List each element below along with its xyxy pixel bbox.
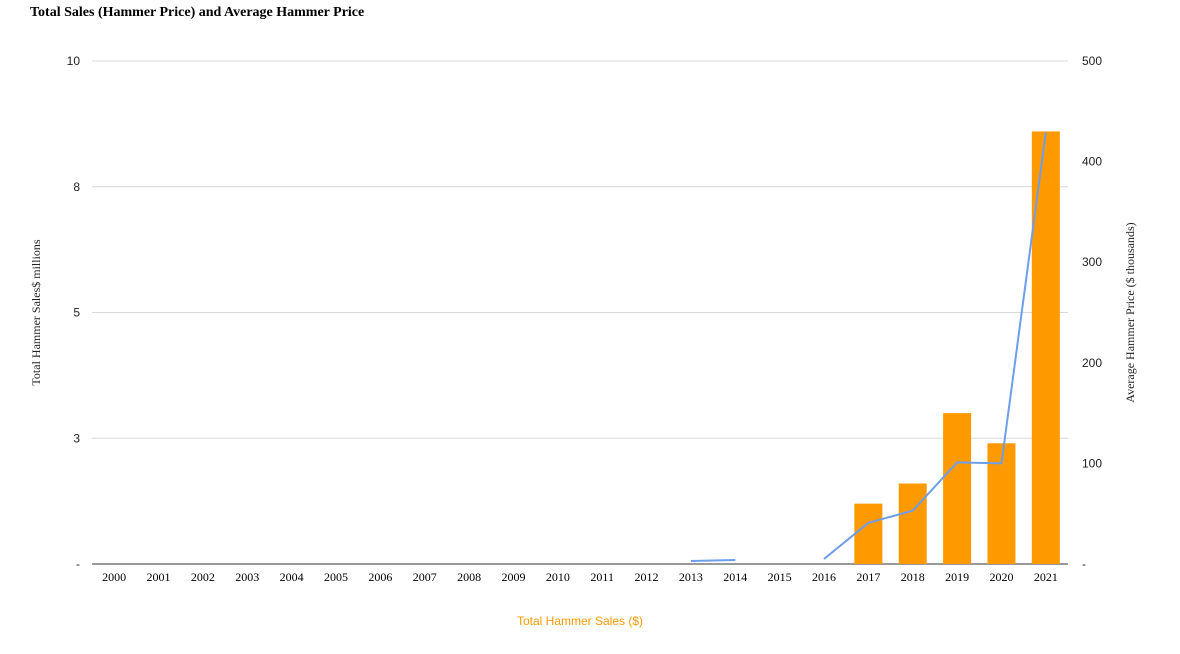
x-tick-label: 2013 <box>679 570 703 584</box>
left-axis-title: Total Hammer Sales$ millions <box>29 239 43 385</box>
bar-series <box>854 131 1060 565</box>
x-tick-label: 2001 <box>147 570 171 584</box>
legend-label: Total Hammer Sales ($) <box>517 614 643 628</box>
x-tick-label: 2008 <box>457 570 481 584</box>
right-tick-label: 300 <box>1082 255 1102 269</box>
chart-title: Total Sales (Hammer Price) and Average H… <box>30 5 365 20</box>
left-tick-label: 3 <box>73 431 80 445</box>
right-tick-label: 400 <box>1082 155 1102 169</box>
left-axis-ticks: - 3 5 8 10 <box>67 54 81 571</box>
x-tick-label: 2019 <box>945 570 969 584</box>
left-tick-label: 8 <box>73 180 80 194</box>
avg-price-line <box>690 132 1047 562</box>
x-tick-label: 2018 <box>901 570 925 584</box>
bar <box>898 483 927 564</box>
right-tick-label: 200 <box>1082 356 1102 370</box>
x-tick-label: 2009 <box>501 570 525 584</box>
left-tick-label: 5 <box>73 306 80 320</box>
x-tick-label: 2021 <box>1034 570 1058 584</box>
bar <box>1031 131 1060 565</box>
left-tick-label: 10 <box>67 54 81 68</box>
x-tick-label: 2007 <box>413 570 437 584</box>
x-tick-label: 2017 <box>856 570 880 584</box>
left-tick-label: - <box>76 557 80 571</box>
x-tick-label: 2012 <box>635 570 659 584</box>
bar <box>943 413 972 564</box>
right-axis-title: Average Hammer Price ($ thousands) <box>1123 222 1137 402</box>
x-tick-label: 2016 <box>812 570 836 584</box>
x-axis-ticks: 2000 2001 2002 2003 2004 2005 2006 2007 2008 2009… <box>102 570 1058 584</box>
x-tick-label: 2003 <box>235 570 259 584</box>
x-tick-label: 2002 <box>191 570 215 584</box>
right-tick-label: 100 <box>1082 456 1102 470</box>
x-tick-label: 2006 <box>368 570 392 584</box>
bar <box>854 503 883 564</box>
x-tick-label: 2005 <box>324 570 348 584</box>
right-tick-label: 500 <box>1082 54 1102 68</box>
right-tick-label: - <box>1082 557 1086 571</box>
x-tick-label: 2000 <box>102 570 126 584</box>
line-series <box>690 132 1047 562</box>
x-tick-label: 2011 <box>590 570 614 584</box>
x-tick-label: 2004 <box>280 570 304 584</box>
x-tick-label: 2014 <box>723 570 747 584</box>
x-tick-label: 2020 <box>989 570 1013 584</box>
x-tick-label: 2015 <box>768 570 792 584</box>
right-axis-ticks: - 100 200 300 400 500 <box>1082 54 1102 571</box>
x-tick-label: 2010 <box>546 570 570 584</box>
